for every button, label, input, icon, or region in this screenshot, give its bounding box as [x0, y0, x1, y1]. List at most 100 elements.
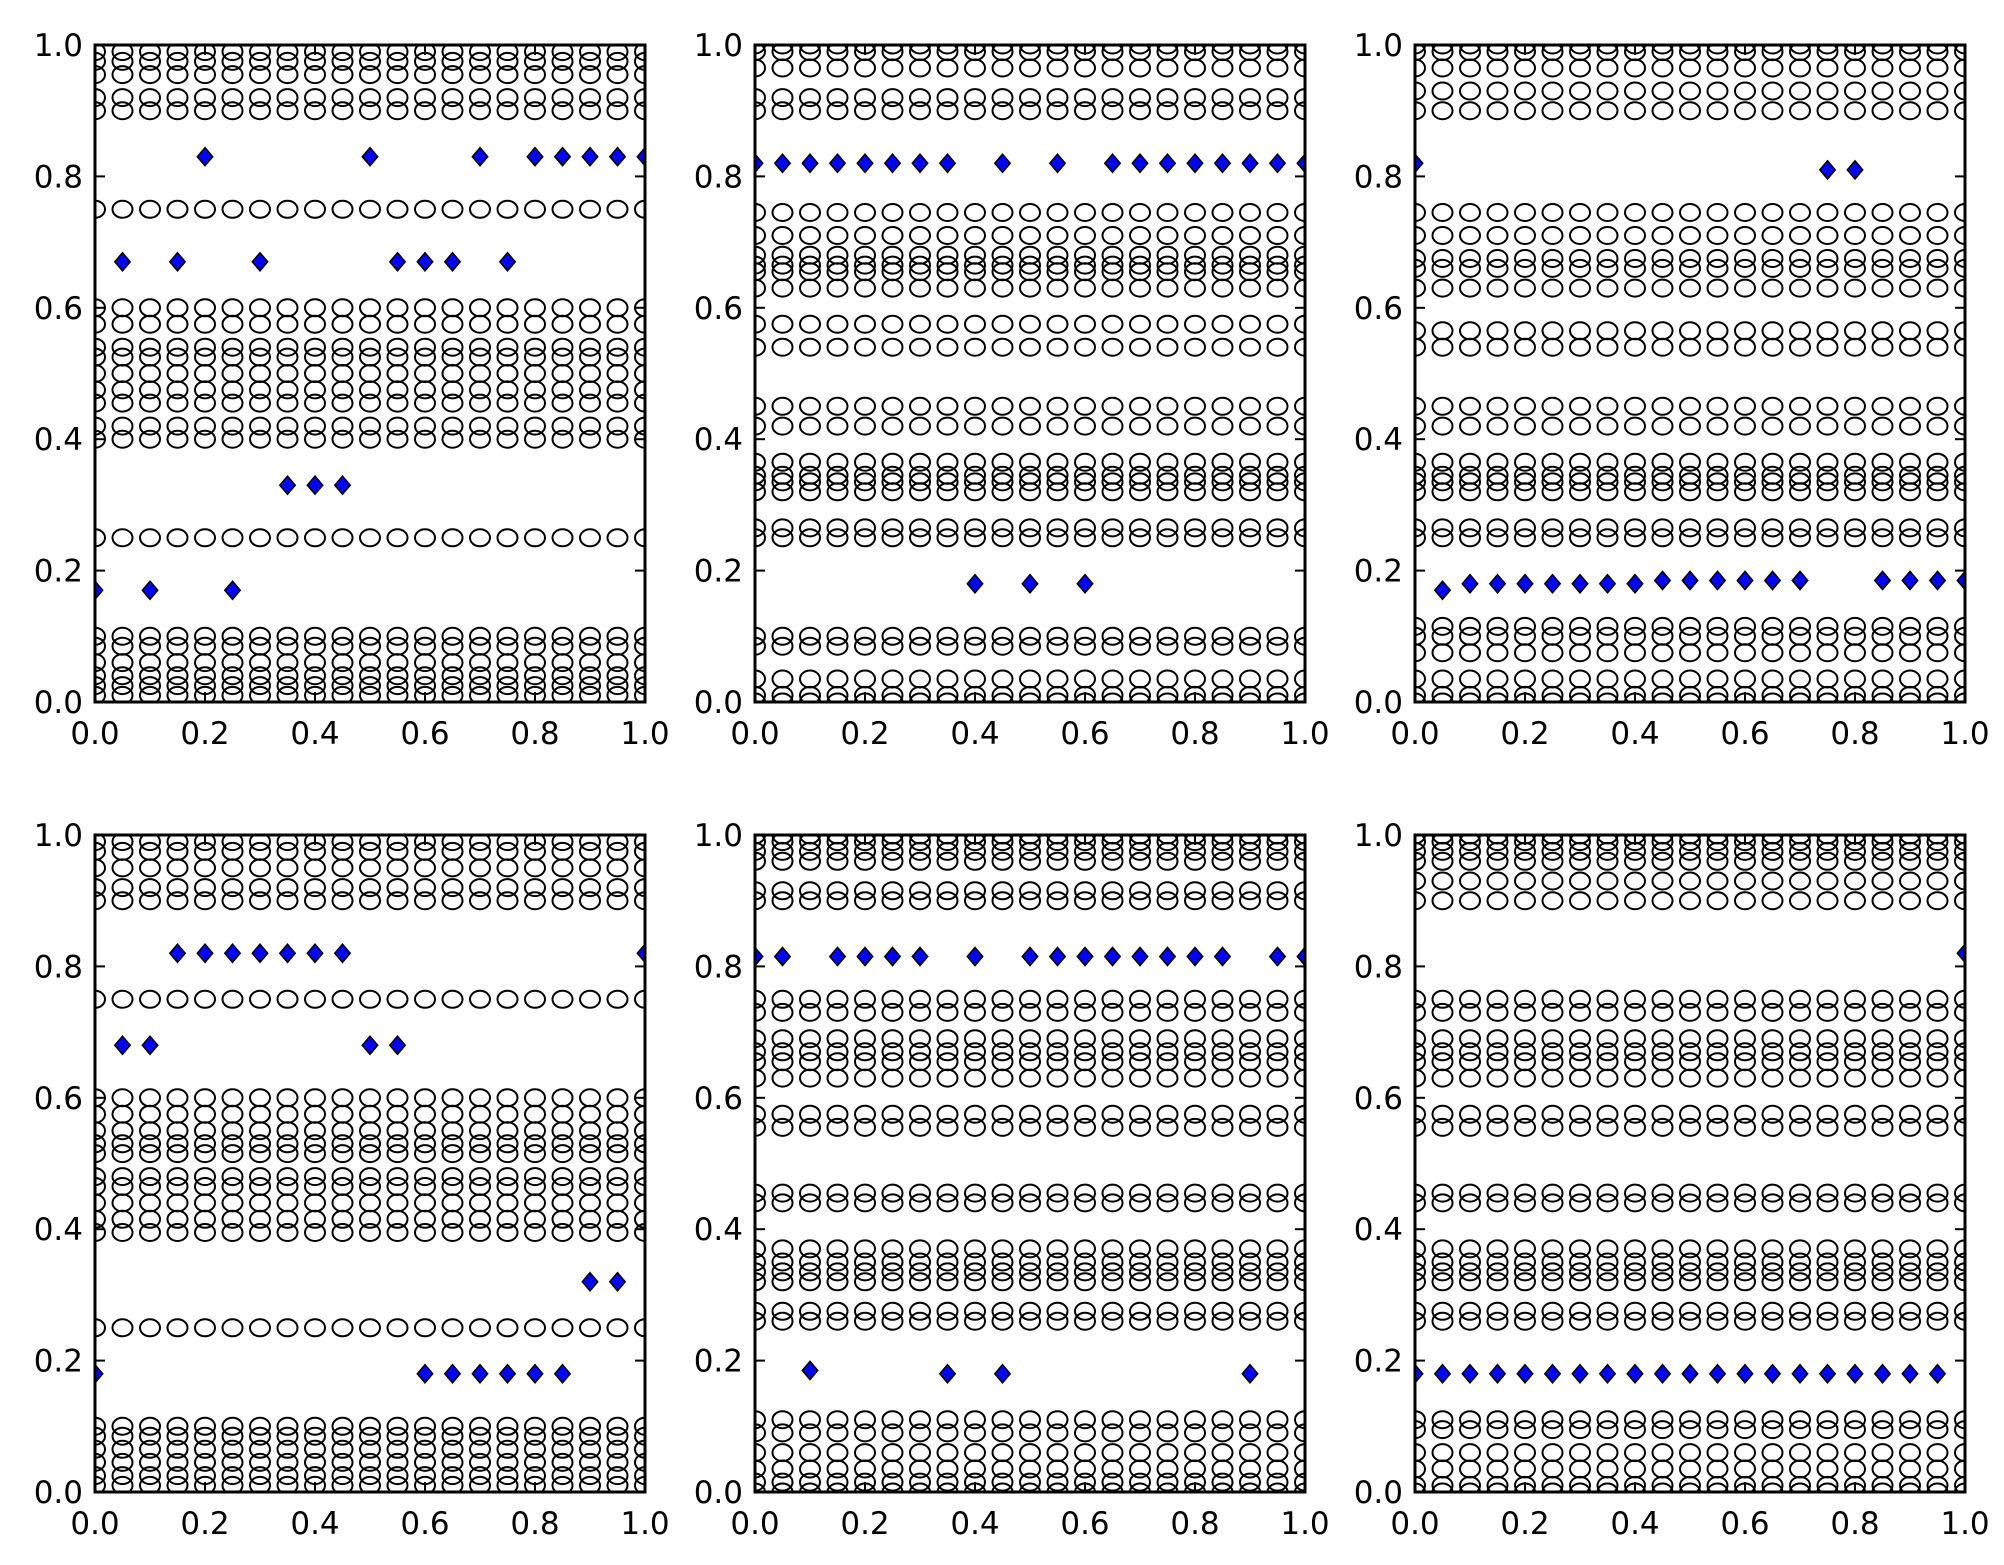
circle-marker [441, 841, 464, 861]
circle-marker [1569, 203, 1591, 222]
circle-marker [111, 1475, 134, 1492]
circle-marker [1734, 1443, 1756, 1463]
circle-marker [1596, 472, 1619, 492]
circle-marker [881, 203, 904, 222]
circle-marker [551, 429, 574, 449]
circle-marker [1789, 1252, 1811, 1272]
circle-marker [1706, 337, 1729, 357]
circle-marker [1954, 482, 1965, 502]
circle-marker [331, 1088, 354, 1108]
circle-marker [1129, 101, 1151, 121]
circle-marker [1294, 337, 1305, 357]
circle-marker [111, 298, 134, 318]
circle-marker [1294, 841, 1305, 861]
circle-marker [1899, 1193, 1921, 1213]
circle-marker [606, 1223, 629, 1242]
circle-marker [1459, 1262, 1481, 1282]
circle-marker [991, 835, 1014, 845]
circle-marker [1046, 1443, 1069, 1463]
circle-marker [1761, 58, 1784, 78]
circle-marker [1624, 1420, 1646, 1440]
circle-marker [1816, 891, 1839, 911]
circle-marker [1415, 1252, 1426, 1272]
circle-marker [755, 528, 766, 548]
circle-marker [1486, 452, 1509, 472]
circle-marker [1514, 465, 1536, 485]
circle-marker [1624, 58, 1646, 78]
circle-marker [606, 380, 629, 400]
diamond-marker [1928, 570, 1947, 591]
circle-marker [1239, 1183, 1261, 1203]
circle-marker [1514, 1042, 1536, 1062]
circle-marker [771, 1002, 794, 1022]
circle-marker [991, 835, 1014, 852]
circle-marker [1266, 626, 1289, 646]
circle-marker [1679, 258, 1701, 278]
circle-marker [551, 685, 574, 702]
circle-marker [1789, 249, 1811, 268]
circle-marker [551, 528, 574, 548]
circle-marker [331, 337, 354, 357]
diamond-marker [306, 943, 324, 964]
circle-marker [1101, 1272, 1124, 1292]
circle-marker [1074, 891, 1096, 911]
circle-marker [166, 1134, 189, 1154]
circle-marker [1789, 1029, 1811, 1049]
circle-marker [1624, 81, 1646, 101]
circle-marker [1816, 258, 1839, 278]
circle-marker [1761, 1068, 1784, 1088]
x-tick-label: 0.8 [510, 716, 559, 752]
circle-marker [469, 1439, 491, 1459]
diamond-marker [113, 1035, 132, 1056]
circle-marker [1019, 472, 1041, 492]
circle-marker [1459, 1183, 1481, 1203]
circle-marker [1184, 416, 1206, 436]
circle-marker [1679, 249, 1701, 268]
circle-marker [249, 1144, 271, 1164]
circle-marker [1156, 88, 1179, 108]
circle-marker [441, 314, 464, 334]
circle-marker [1789, 321, 1811, 341]
circle-marker [909, 528, 931, 548]
diamond-marker [911, 946, 929, 967]
circle-marker [1844, 643, 1866, 663]
circle-marker [1651, 1443, 1674, 1463]
circle-marker [1459, 989, 1481, 1009]
circle-marker [1679, 871, 1701, 891]
circle-marker [194, 989, 216, 1009]
circle-marker [1926, 249, 1949, 268]
diamond-marker [1186, 153, 1204, 174]
circle-marker [1046, 1272, 1069, 1292]
circle-marker [524, 1177, 546, 1196]
circle-marker [964, 1052, 986, 1072]
circle-marker [1844, 669, 1866, 689]
circle-marker [304, 416, 326, 436]
circle-marker [1266, 58, 1289, 78]
circle-marker [414, 835, 436, 852]
circle-marker [1046, 1002, 1069, 1022]
circle-marker [1415, 518, 1426, 538]
circle-marker [1156, 245, 1179, 265]
circle-marker [909, 58, 931, 78]
circle-marker [496, 380, 519, 400]
circle-marker [249, 347, 271, 367]
x-tick-label: 0.0 [1390, 1506, 1439, 1542]
circle-marker [771, 1042, 794, 1062]
y-tick-label: 0.0 [34, 685, 83, 721]
circle-marker [634, 1209, 645, 1229]
circle-marker [755, 1104, 766, 1124]
circle-marker [331, 1134, 354, 1154]
circle-marker [1156, 101, 1179, 121]
circle-marker [331, 1104, 354, 1124]
circle-marker [826, 1410, 849, 1430]
circle-marker [441, 636, 464, 656]
circle-marker [1486, 1239, 1509, 1259]
circle-marker [1871, 1262, 1894, 1282]
circle-marker [496, 1416, 519, 1436]
circle-marker [1459, 669, 1481, 689]
circle-marker [1706, 1068, 1729, 1088]
circle-marker [1569, 337, 1591, 357]
circle-marker [496, 1167, 519, 1187]
x-tick-label: 0.2 [180, 716, 229, 752]
circle-marker [606, 364, 629, 383]
